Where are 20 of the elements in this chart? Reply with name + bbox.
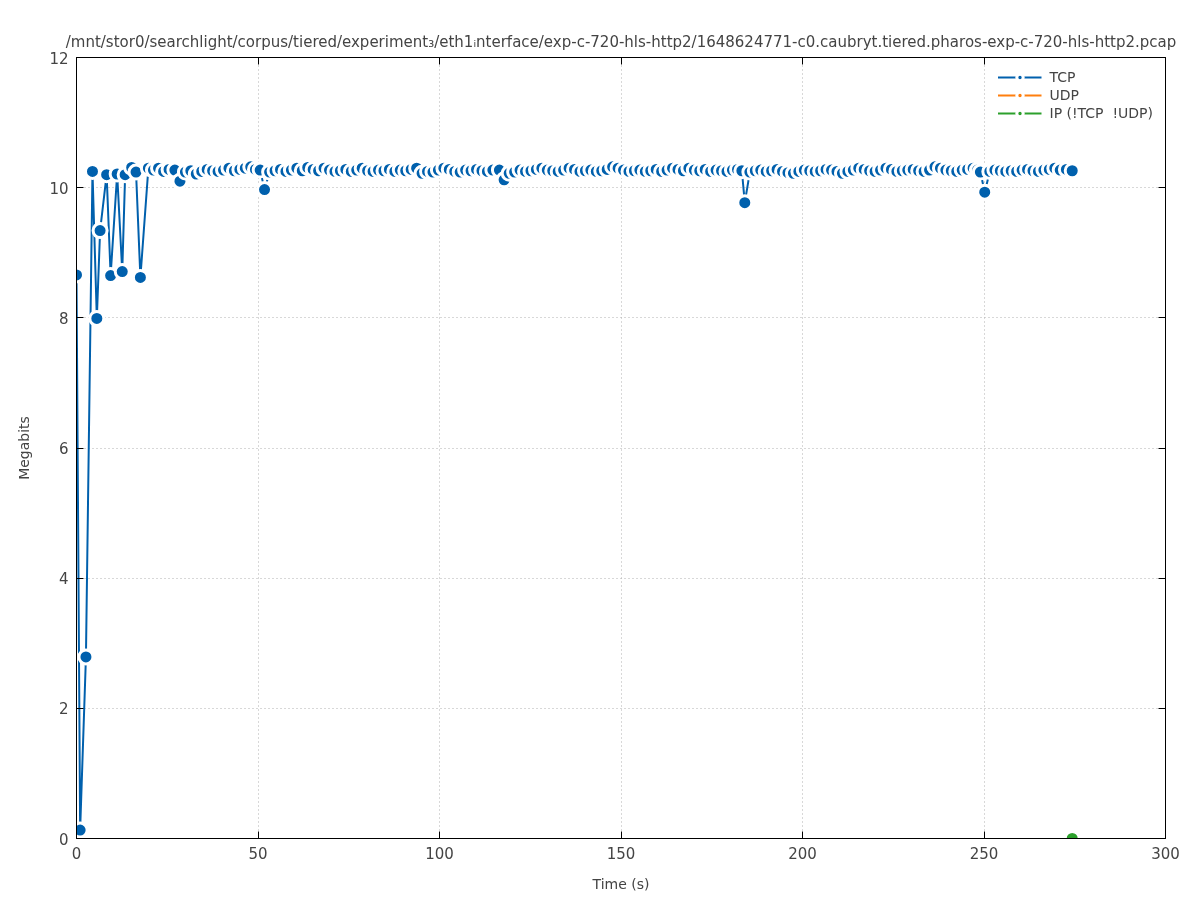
x-axis-title: Time (s) bbox=[591, 875, 650, 892]
y-tick-label: 8 bbox=[58, 309, 69, 328]
x-tick-label: 100 bbox=[425, 844, 454, 863]
x-tick-label: 0 bbox=[71, 844, 82, 863]
y-tick-label: 10 bbox=[49, 179, 69, 198]
y-tick-label: 4 bbox=[58, 570, 69, 589]
chart-title: /mnt/stor0/searchlight/corpus/tiered/experiment₃/eth1ᵢnterface/exp-c-720-hls-http2/1648624771-c0.caubryt.tiered.pharos-exp-c-720-hls-http2.pcap bbox=[65, 32, 1177, 51]
y-axis-title: Megabits bbox=[16, 416, 33, 480]
y-tick-label: 2 bbox=[58, 700, 69, 719]
legend-label: UDP bbox=[1049, 87, 1079, 103]
y-tick-label: 6 bbox=[58, 440, 69, 458]
legend-label: TCP bbox=[1049, 69, 1076, 85]
x-tick-label: 50 bbox=[248, 844, 268, 863]
x-tick-label: 300 bbox=[1151, 844, 1180, 863]
y-tick-label: 0 bbox=[58, 830, 69, 849]
x-tick-label: 200 bbox=[788, 844, 817, 863]
x-tick-label: 250 bbox=[969, 844, 999, 863]
x-tick-label: 150 bbox=[606, 844, 636, 863]
legend-label: IP (!TCP !UDP) bbox=[1049, 105, 1153, 121]
y-tick-label: 12 bbox=[49, 49, 69, 68]
